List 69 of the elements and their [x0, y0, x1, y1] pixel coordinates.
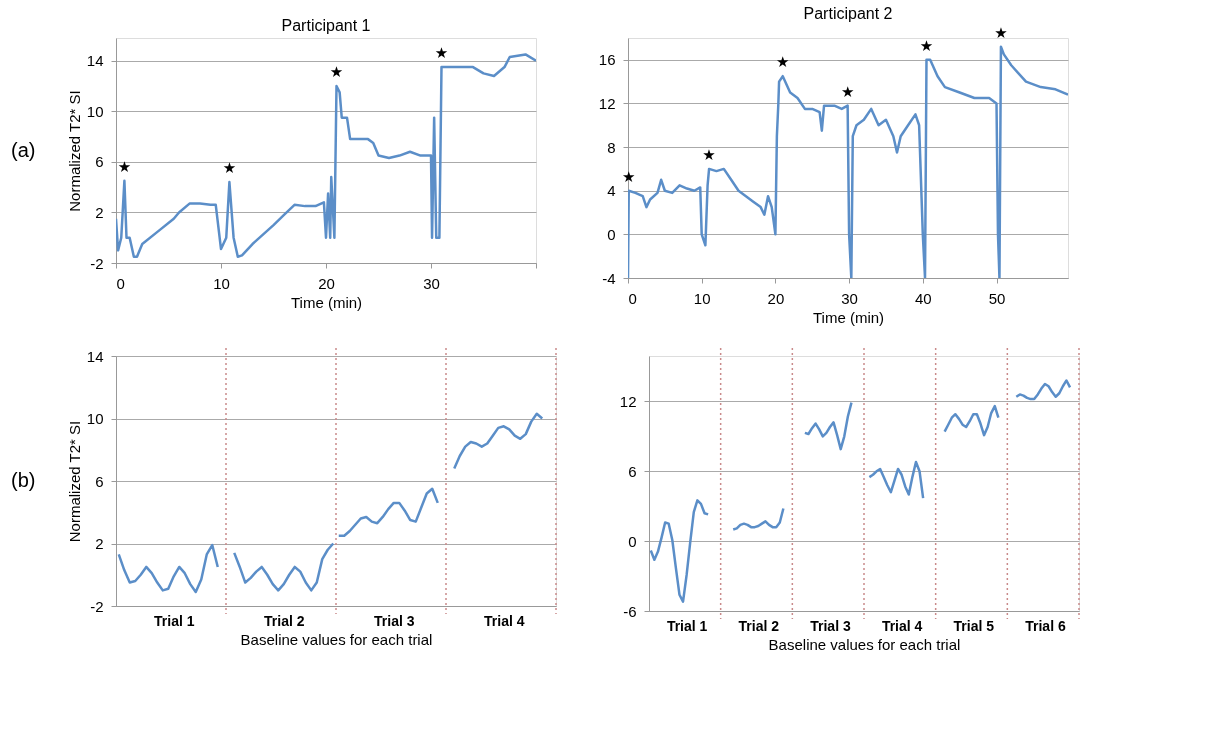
x-tick-label: 30	[841, 289, 858, 307]
annotation: ★	[702, 145, 716, 164]
line-series	[453, 412, 544, 470]
x-tick-label: Trial 5	[953, 617, 995, 634]
x-tick-label: Trial 2	[738, 617, 780, 634]
x-tick-label: Trial 4	[881, 617, 923, 634]
x-tick-label: Trial 6	[1025, 617, 1066, 634]
annotation: ★	[329, 63, 344, 82]
annotation: ★	[994, 23, 1008, 42]
annotation: ★	[840, 82, 855, 101]
chart-title: Participant 1	[281, 17, 371, 34]
line-series	[943, 404, 1000, 437]
x-tick-label: 20	[767, 289, 785, 307]
annotation: ★	[919, 36, 934, 55]
x-axis-title: Baseline values for each trial	[768, 635, 961, 653]
y-tick-label: -6	[623, 602, 637, 620]
x-tick-label: 10	[693, 289, 711, 307]
y-tick-label: 12	[619, 392, 637, 410]
annotation: ★	[117, 157, 132, 176]
y-tick-label: 12	[598, 94, 616, 112]
line-series	[233, 542, 335, 592]
annotation: ★	[434, 44, 449, 63]
x-tick-label: 20	[318, 274, 335, 292]
y-tick-label: -2	[90, 597, 104, 615]
y-axis-title: Normalized T2* SI	[65, 90, 83, 212]
y-tick-label: -4	[602, 269, 616, 287]
y-tick-label: 0	[628, 532, 637, 550]
chart-title: Participant 2	[803, 4, 893, 22]
y-tick-label: 6	[95, 472, 104, 490]
x-tick-label: 40	[914, 289, 932, 307]
y-tick-label: 0	[607, 225, 616, 243]
x-tick-label: Trial 2	[264, 612, 305, 629]
x-tick-label: 10	[213, 274, 230, 292]
x-tick-label: Trial 1	[154, 612, 195, 629]
line-series	[1015, 379, 1072, 401]
y-tick-label: 16	[598, 51, 616, 69]
x-tick-label: 50	[988, 289, 1006, 307]
y-tick-label: 6	[95, 153, 104, 171]
y-tick-label: 10	[86, 102, 104, 120]
x-axis-title: Time (min)	[812, 308, 885, 326]
line-series	[868, 460, 925, 500]
y-tick-label: 14	[86, 347, 104, 365]
y-tick-label: 2	[95, 535, 104, 552]
x-tick-label: 0	[116, 274, 125, 292]
x-tick-label: 30	[423, 274, 440, 292]
line-series	[731, 507, 785, 531]
x-tick-label: Trial 4	[484, 612, 525, 629]
annotation: ★	[222, 159, 237, 178]
y-tick-label: 2	[95, 203, 104, 221]
line-series	[337, 487, 439, 537]
x-axis-title: Baseline values for each trial	[240, 630, 433, 648]
y-tick-label: 6	[628, 462, 637, 480]
line-series	[117, 543, 219, 594]
x-tick-label: Trial 1	[666, 617, 708, 634]
y-tick-label: 8	[607, 138, 616, 156]
annotation: ★	[622, 167, 636, 186]
y-axis-title: Normalized T2* SI	[65, 420, 83, 543]
y-tick-label: -2	[90, 254, 104, 272]
y-tick-label: 14	[86, 52, 104, 70]
y-tick-label: 10	[86, 410, 104, 427]
line-series	[803, 401, 853, 451]
x-tick-label: Trial 3	[810, 617, 851, 634]
line-series	[649, 499, 710, 603]
x-axis-title: Time (min)	[290, 293, 363, 311]
y-tick-label: 4	[607, 182, 616, 200]
annotation: ★	[776, 53, 790, 72]
text: (a)	[11, 138, 36, 161]
text: (b)	[11, 469, 36, 491]
x-tick-label: Trial 3	[374, 612, 415, 629]
